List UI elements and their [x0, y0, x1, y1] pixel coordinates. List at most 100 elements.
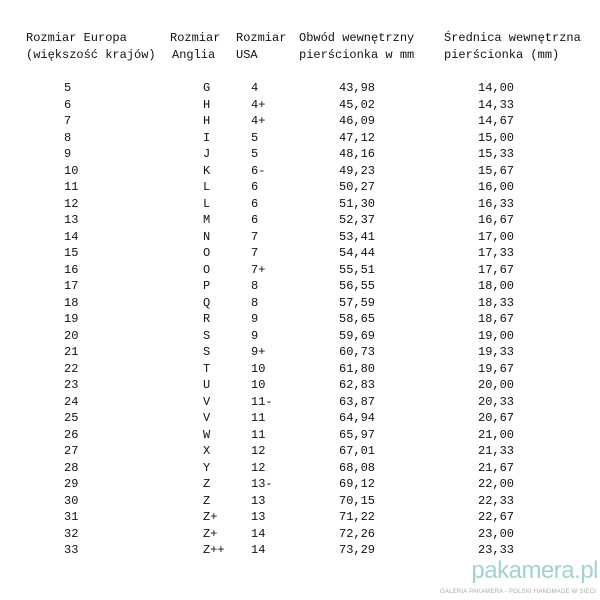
cell-us-size: 8 — [251, 279, 259, 293]
cell-uk-size: I — [203, 130, 211, 145]
cell-uk-size: Z+ — [203, 526, 218, 541]
table-row: 26 W 11 65,97 21,00 — [0, 427, 600, 443]
pakamera-logo-watermark: pakamera.pl — [471, 557, 598, 584]
cell-circumference: 61,80 — [339, 361, 376, 376]
cell-us-size: 10 — [251, 378, 266, 392]
cell-eu-size: 14 — [64, 229, 79, 244]
cell-us-size: 13 — [251, 510, 266, 524]
cell-uk-size: Z — [203, 493, 211, 508]
cell-uk-size: O — [203, 262, 211, 277]
cell-circumference: 43,98 — [339, 81, 376, 95]
cell-uk-size: H — [203, 114, 211, 128]
cell-eu-size: 28 — [64, 460, 79, 475]
table-row: 8 I 5 47,12 15,00 — [0, 130, 600, 146]
watermark-tagline: GALERIA PAKAMERA - POLSKI HANDMADE W SIE… — [440, 589, 596, 595]
cell-eu-size: 12 — [64, 196, 79, 211]
cell-eu-size: 32 — [64, 526, 79, 541]
table-row: 29 Z 13- 69,12 22,00 — [0, 476, 600, 492]
cell-eu-size: 24 — [64, 394, 79, 409]
table-row: 24 V 11- 63,87 20,33 — [0, 394, 600, 410]
cell-circumference: 57,59 — [339, 295, 376, 310]
cell-eu-size: 19 — [64, 312, 79, 326]
cell-diameter: 23,00 — [478, 526, 515, 541]
cell-diameter: 21,33 — [478, 444, 515, 458]
cell-uk-size: M — [203, 213, 211, 227]
cell-circumference: 67,01 — [339, 444, 376, 458]
cell-eu-size: 33 — [64, 543, 79, 557]
header-circumference-line2: pierścionka w mm — [299, 48, 415, 62]
cell-diameter: 18,67 — [478, 312, 515, 326]
cell-circumference: 63,87 — [339, 394, 376, 409]
cell-diameter: 17,00 — [478, 229, 515, 244]
cell-uk-size: U — [203, 378, 211, 392]
cell-diameter: 14,33 — [478, 97, 515, 112]
cell-uk-size: H — [203, 97, 211, 112]
cell-eu-size: 30 — [64, 493, 79, 508]
cell-eu-size: 10 — [64, 163, 79, 178]
cell-circumference: 54,44 — [339, 246, 376, 260]
cell-eu-size: 18 — [64, 295, 79, 310]
header-eu-line1: Rozmiar Europa — [26, 31, 127, 45]
table-row: 5 G 4 43,98 14,00 — [0, 80, 600, 96]
cell-eu-size: 16 — [64, 262, 79, 277]
cell-eu-size: 27 — [64, 444, 79, 458]
cell-circumference: 60,73 — [339, 345, 376, 359]
cell-diameter: 17,33 — [478, 246, 515, 260]
table-row: 13 M 6 52,37 16,67 — [0, 212, 600, 228]
cell-uk-size: Z — [203, 477, 211, 491]
cell-diameter: 21,00 — [478, 427, 515, 442]
cell-diameter: 14,00 — [478, 81, 515, 95]
table-row: 30 Z 13 70,15 22,33 — [0, 493, 600, 509]
cell-circumference: 72,26 — [339, 526, 376, 541]
cell-circumference: 53,41 — [339, 229, 376, 244]
table-row: 17 P 8 56,55 18,00 — [0, 278, 600, 294]
cell-us-size: 4+ — [251, 97, 266, 112]
cell-uk-size: J — [203, 147, 211, 161]
cell-eu-size: 29 — [64, 477, 79, 491]
cell-diameter: 22,00 — [478, 477, 515, 491]
cell-us-size: 4 — [251, 81, 259, 95]
header-circumference-line1: Obwód wewnętrzny — [299, 31, 415, 45]
cell-uk-size: Q — [203, 295, 211, 310]
cell-diameter: 19,67 — [478, 361, 515, 376]
cell-us-size: 9 — [251, 328, 259, 343]
cell-circumference: 49,23 — [339, 163, 376, 178]
cell-diameter: 16,33 — [478, 196, 515, 211]
cell-us-size: 7+ — [251, 262, 266, 277]
cell-us-size: 14 — [251, 543, 266, 557]
table-row: 12 L 6 51,30 16,33 — [0, 196, 600, 212]
cell-eu-size: 31 — [64, 510, 79, 524]
cell-us-size: 12 — [251, 460, 266, 475]
cell-us-size: 12 — [251, 444, 266, 458]
cell-diameter: 14,67 — [478, 114, 515, 128]
cell-circumference: 50,27 — [339, 180, 376, 194]
cell-eu-size: 17 — [64, 279, 79, 293]
cell-diameter: 21,67 — [478, 460, 515, 475]
cell-uk-size: Z+ — [203, 510, 218, 524]
cell-diameter: 16,67 — [478, 213, 515, 227]
cell-eu-size: 23 — [64, 378, 79, 392]
table-row: 19 R 9 58,65 18,67 — [0, 311, 600, 327]
cell-circumference: 45,02 — [339, 97, 376, 112]
cell-circumference: 64,94 — [339, 411, 376, 425]
cell-us-size: 4+ — [251, 114, 266, 128]
cell-us-size: 14 — [251, 526, 266, 541]
cell-uk-size: T — [203, 361, 211, 376]
cell-circumference: 70,15 — [339, 493, 376, 508]
cell-diameter: 19,00 — [478, 328, 515, 343]
cell-us-size: 11 — [251, 411, 266, 425]
cell-diameter: 20,00 — [478, 378, 515, 392]
cell-diameter: 16,00 — [478, 180, 515, 194]
cell-us-size: 7 — [251, 229, 259, 244]
table-row: 22 T 10 61,80 19,67 — [0, 361, 600, 377]
cell-us-size: 9+ — [251, 345, 266, 359]
table-row: 33 Z++ 14 73,29 23,33 — [0, 542, 600, 558]
header-us-line1: Rozmiar — [236, 31, 287, 45]
cell-circumference: 51,30 — [339, 196, 376, 211]
cell-diameter: 18,33 — [478, 295, 515, 310]
cell-eu-size: 20 — [64, 328, 79, 343]
cell-diameter: 19,33 — [478, 345, 515, 359]
header-uk-line2: Anglia — [172, 48, 216, 62]
cell-diameter: 20,67 — [478, 411, 515, 425]
cell-uk-size: S — [203, 328, 211, 343]
